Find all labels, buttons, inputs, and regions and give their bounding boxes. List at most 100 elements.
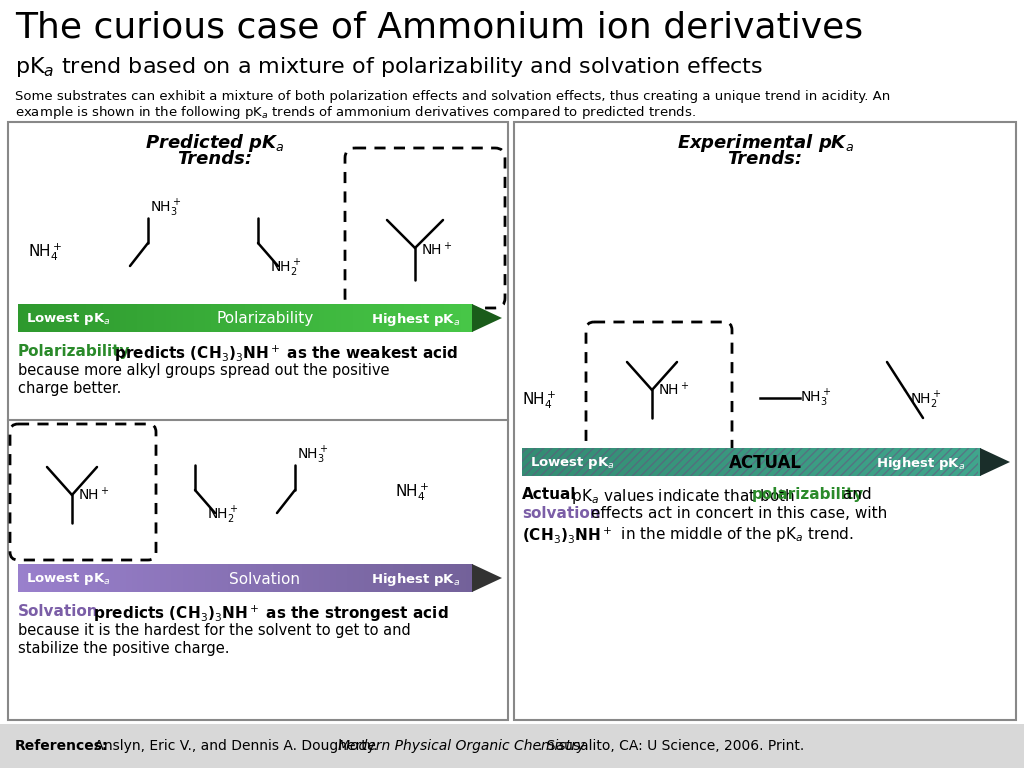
Text: NH$_2^+$: NH$_2^+$: [270, 257, 301, 279]
Bar: [302, 564, 308, 592]
Bar: [69, 304, 76, 332]
Bar: [865, 448, 872, 476]
Bar: [81, 564, 87, 592]
Bar: [285, 304, 292, 332]
Bar: [803, 448, 809, 476]
Text: Highest pK$_a$: Highest pK$_a$: [371, 571, 460, 588]
Bar: [245, 564, 252, 592]
Bar: [625, 448, 632, 476]
Bar: [41, 304, 47, 332]
Bar: [126, 304, 132, 332]
Bar: [24, 304, 31, 332]
Text: charge better.: charge better.: [18, 381, 122, 396]
Bar: [653, 448, 660, 476]
Bar: [455, 304, 462, 332]
Bar: [562, 448, 568, 476]
Text: Lowest pK$_a$: Lowest pK$_a$: [26, 571, 111, 587]
Bar: [403, 564, 411, 592]
Bar: [450, 304, 456, 332]
Bar: [365, 304, 371, 332]
Bar: [677, 448, 683, 476]
Bar: [24, 564, 31, 592]
Bar: [421, 564, 428, 592]
Bar: [313, 564, 319, 592]
Bar: [514, 122, 1016, 720]
Bar: [825, 448, 833, 476]
Bar: [177, 304, 183, 332]
Bar: [137, 304, 143, 332]
Bar: [86, 564, 93, 592]
Bar: [410, 564, 416, 592]
Text: NH$^+$: NH$^+$: [658, 382, 689, 399]
Bar: [934, 448, 941, 476]
Text: effects act in concert in this case, with: effects act in concert in this case, wit…: [586, 506, 887, 521]
Bar: [211, 564, 218, 592]
Bar: [620, 448, 626, 476]
Text: Polarizability: Polarizability: [18, 344, 130, 359]
Bar: [63, 564, 70, 592]
Bar: [205, 564, 212, 592]
Bar: [911, 448, 919, 476]
Bar: [522, 448, 978, 476]
Bar: [296, 304, 303, 332]
Text: Highest pK$_a$: Highest pK$_a$: [371, 310, 460, 327]
Text: Highest pK$_a$: Highest pK$_a$: [876, 455, 965, 472]
Bar: [443, 304, 451, 332]
Text: Lowest pK$_a$: Lowest pK$_a$: [26, 311, 111, 327]
Bar: [387, 564, 393, 592]
Bar: [392, 564, 399, 592]
Text: pK$_a$ trend based on a mixture of polarizability and solvation effects: pK$_a$ trend based on a mixture of polar…: [15, 55, 763, 79]
Text: Lowest pK$_a$: Lowest pK$_a$: [530, 455, 614, 471]
Bar: [854, 448, 861, 476]
Bar: [330, 564, 337, 592]
Bar: [262, 564, 268, 592]
Bar: [97, 564, 104, 592]
Bar: [438, 304, 444, 332]
Bar: [273, 564, 280, 592]
Bar: [307, 564, 314, 592]
Bar: [951, 448, 958, 476]
Text: predicts (CH$_3$)$_3$NH$^+$ as the weakest acid: predicts (CH$_3$)$_3$NH$^+$ as the weake…: [109, 344, 458, 364]
Bar: [256, 564, 263, 592]
Bar: [313, 304, 319, 332]
Bar: [779, 448, 786, 476]
Text: NH$_3^+$: NH$_3^+$: [800, 387, 831, 409]
Text: Trends:: Trends:: [727, 150, 803, 168]
Bar: [837, 448, 844, 476]
FancyBboxPatch shape: [345, 148, 505, 308]
Bar: [608, 448, 614, 476]
Bar: [109, 564, 116, 592]
Bar: [659, 448, 667, 476]
Bar: [325, 304, 331, 332]
Bar: [443, 564, 451, 592]
Bar: [18, 564, 25, 592]
Bar: [143, 564, 150, 592]
Text: . Sausalito, CA: U Science, 2006. Print.: . Sausalito, CA: U Science, 2006. Print.: [538, 739, 804, 753]
Bar: [200, 564, 206, 592]
Bar: [534, 448, 541, 476]
Bar: [682, 448, 689, 476]
Bar: [551, 448, 557, 476]
Bar: [358, 304, 366, 332]
Text: NH$^+$: NH$^+$: [421, 241, 453, 259]
Bar: [353, 304, 359, 332]
Bar: [182, 304, 189, 332]
Bar: [722, 448, 729, 476]
Bar: [41, 564, 47, 592]
Bar: [8, 122, 508, 720]
Bar: [155, 564, 161, 592]
Bar: [381, 304, 388, 332]
Bar: [103, 564, 110, 592]
Text: because it is the hardest for the solvent to get to and: because it is the hardest for the solven…: [18, 623, 411, 638]
Bar: [797, 448, 804, 476]
Bar: [35, 564, 42, 592]
FancyBboxPatch shape: [586, 322, 732, 458]
Bar: [450, 564, 456, 592]
Bar: [126, 564, 132, 592]
Text: NH$_4^+$: NH$_4^+$: [28, 241, 62, 263]
Bar: [92, 564, 98, 592]
Bar: [814, 448, 820, 476]
Bar: [148, 564, 156, 592]
Text: stabilize the positive charge.: stabilize the positive charge.: [18, 641, 229, 656]
Bar: [831, 448, 838, 476]
